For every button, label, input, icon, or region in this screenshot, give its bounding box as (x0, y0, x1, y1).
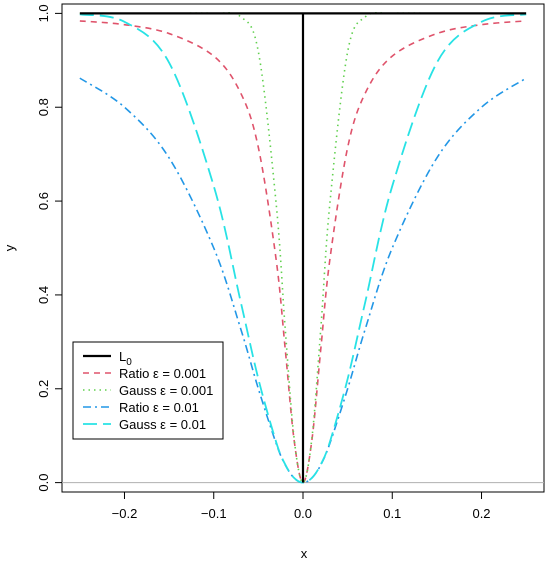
y-tick-label: 0.0 (36, 474, 51, 492)
legend-label: Ratio ε = 0.01 (119, 400, 199, 415)
series-l0-line (79, 12, 527, 483)
series-ratio-0-001-line (79, 20, 527, 484)
legend-label: Gauss ε = 0.01 (119, 417, 206, 432)
x-tick-label: 0.1 (383, 506, 401, 521)
x-tick-label: 0.0 (294, 506, 312, 521)
y-tick-label: 1.0 (36, 4, 51, 22)
y-tick-label: 0.4 (36, 286, 51, 304)
x-tick-label: −0.1 (201, 506, 227, 521)
legend-label: L0 (119, 349, 132, 368)
y-tick-label: 0.2 (36, 380, 51, 398)
x-tick-label: 0.2 (472, 506, 490, 521)
x-axis-title: x (301, 546, 308, 561)
series-ratio-0-01-line (79, 77, 527, 484)
x-axis: −0.2 −0.1 0.0 0.1 0.2 (112, 492, 491, 521)
y-axis: 0.0 0.2 0.4 0.6 0.8 1.0 (36, 4, 62, 492)
legend-label: Ratio ε = 0.001 (119, 366, 206, 381)
y-tick-label: 0.8 (36, 98, 51, 116)
y-axis-title: y (2, 244, 17, 251)
x-tick-label: −0.2 (112, 506, 138, 521)
legend-box (72, 341, 224, 440)
y-tick-label: 0.6 (36, 192, 51, 210)
legend-label: Gauss ε = 0.001 (119, 383, 213, 398)
series-layer (79, 12, 527, 484)
